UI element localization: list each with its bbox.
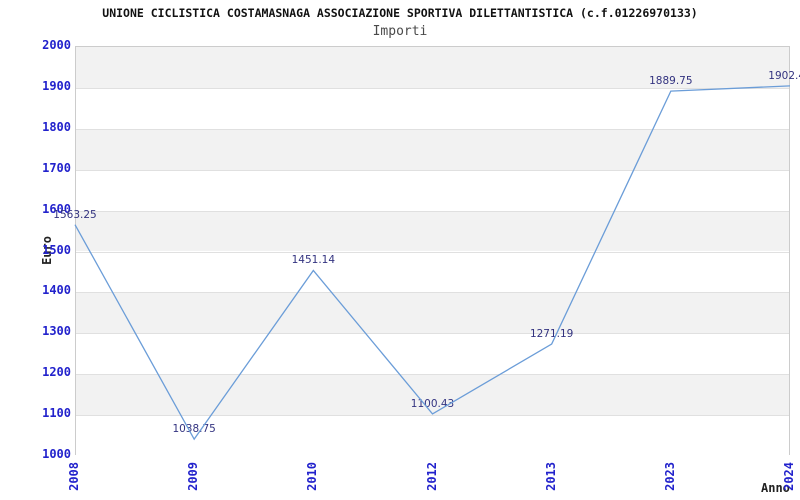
- y-tick-label: 1100: [42, 406, 71, 421]
- grid-band: [76, 47, 789, 88]
- data-point-label: 1271.19: [529, 328, 574, 341]
- data-point-label: 1451.14: [291, 254, 336, 267]
- y-tick-label: 1700: [42, 160, 71, 175]
- series-line: [74, 85, 791, 441]
- y-tick-label: 1800: [42, 119, 71, 134]
- grid-line: [76, 210, 789, 212]
- y-tick-label: 1200: [42, 365, 71, 380]
- grid-band: [76, 374, 789, 416]
- grid-line: [76, 169, 789, 171]
- y-tick-label: 1600: [42, 201, 71, 216]
- y-tick-label: 1900: [42, 78, 71, 93]
- grid-band: [76, 292, 789, 334]
- grid-band: [76, 128, 789, 170]
- data-point-label: 1889.75: [649, 75, 693, 88]
- grid-band: [76, 251, 789, 293]
- y-tick-label: 1400: [42, 283, 71, 298]
- grid-band: [76, 415, 789, 456]
- y-tick-label: 1500: [42, 242, 71, 257]
- data-point-label: 1563.25: [53, 208, 97, 221]
- y-tick-label: 1300: [42, 324, 71, 339]
- grid-line: [76, 333, 789, 335]
- grid-band: [76, 210, 789, 252]
- grid-line: [76, 128, 789, 130]
- grid-band: [76, 169, 789, 211]
- grid-line: [76, 292, 789, 294]
- x-axis-title: Anno: [761, 481, 790, 495]
- grid-band: [76, 333, 789, 375]
- grid-line: [76, 87, 789, 89]
- y-tick-label: 1000: [42, 447, 71, 461]
- chart-title: UNIONE CICLISTICA COSTAMASNAGA ASSOCIAZI…: [102, 6, 698, 20]
- plot-area: [75, 46, 790, 456]
- grid-band: [76, 87, 789, 129]
- grid-line: [76, 415, 789, 417]
- y-tick-label: 2000: [42, 38, 71, 52]
- data-point-label: 1038.75: [172, 423, 216, 436]
- grid-line: [76, 374, 789, 376]
- data-point-label: 1902.44: [768, 69, 800, 82]
- grid-line: [76, 251, 789, 253]
- chart-subtitle: Importi: [372, 24, 428, 39]
